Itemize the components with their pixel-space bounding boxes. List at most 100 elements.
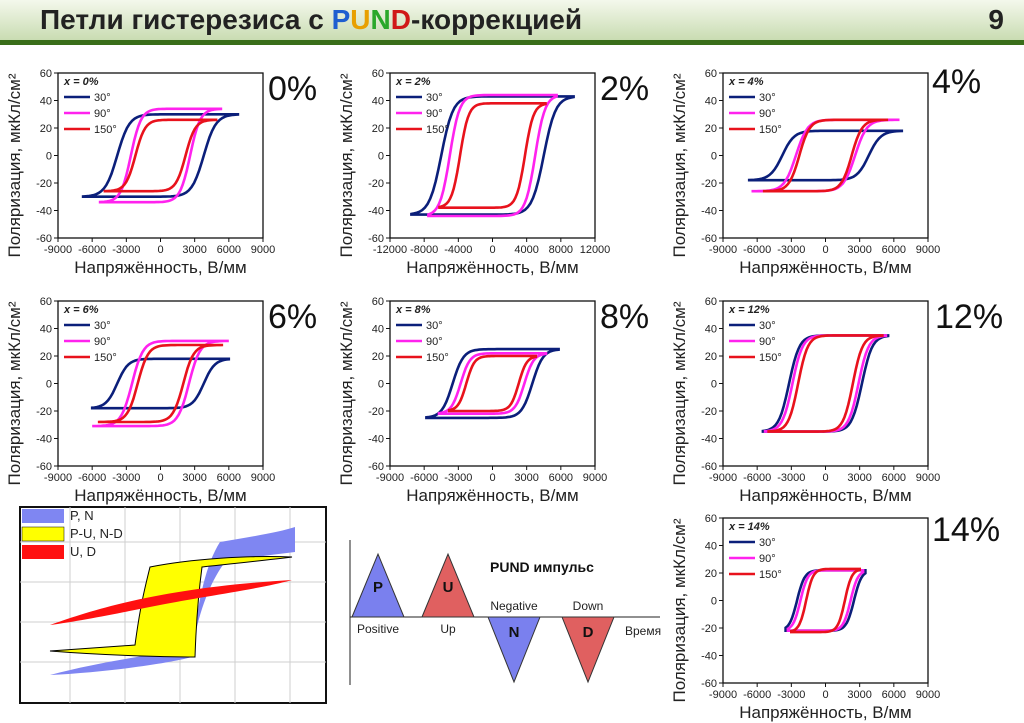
x-tick-label: -6000 (78, 472, 106, 484)
x-tick-label: 0 (489, 244, 495, 256)
legend-label-pund: P-U, N-D (70, 526, 123, 541)
pulse-p-triangle (351, 552, 405, 618)
legend-label: 30° (759, 320, 776, 332)
x-tick-label: -4000 (444, 244, 472, 256)
x-tick-label: -9000 (709, 244, 737, 256)
legend-label: 150° (759, 569, 782, 581)
y-tick-label: -60 (701, 678, 717, 690)
loop-series-150 (447, 354, 538, 413)
legend-title: x = 6% (63, 304, 99, 316)
y-tick-label: -40 (36, 434, 52, 446)
loop-series-150 (438, 102, 547, 209)
hysteresis-chart-x6: Поляризация, мкКл/см² Напряжённость, В/мм… (5, 296, 275, 505)
y-tick-label: -40 (701, 434, 717, 446)
y-axis-title: Поляризация, мкКл/см² (337, 73, 356, 257)
x-tick-label: 0 (157, 244, 163, 256)
legend-label: 30° (94, 92, 111, 104)
x-tick-label: 6000 (217, 244, 241, 256)
y-tick-label: 60 (705, 296, 717, 308)
x-axis-title: Напряжённость, В/мм (739, 703, 912, 722)
x-tick-label: 0 (157, 472, 163, 484)
legend-label: 90° (759, 336, 776, 348)
hysteresis-chart-x14: Поляризация, мкКл/см² Напряжённость, В/мм… (670, 513, 940, 722)
x-tick-label: -6000 (410, 472, 438, 484)
y-tick-label: -40 (701, 651, 717, 663)
x-tick-label: 3000 (847, 689, 871, 701)
slide-number: 9 (988, 4, 1004, 35)
percent-label-12: 12% (935, 298, 1004, 336)
loop-series-30 (425, 347, 560, 420)
y-tick-label: -20 (36, 406, 52, 418)
pn-loop (50, 527, 295, 675)
legend-swatch-pund (21, 526, 65, 542)
y-tick-label: 60 (372, 68, 384, 80)
legend-title: x = 12% (728, 304, 770, 316)
y-tick-label: 0 (46, 151, 52, 163)
pund-pulse-diagram: P U N D Positive Up Negative Down Время … (349, 540, 661, 685)
legend-label: 90° (94, 336, 111, 348)
loop-series-30 (747, 129, 904, 182)
y-tick-label: -20 (701, 406, 717, 418)
legend-title: x = 14% (728, 521, 770, 533)
y-tick-label: -60 (701, 233, 717, 245)
hysteresis-chart-x12: Поляризация, мкКл/см² Напряжённость, В/мм… (670, 296, 940, 505)
percent-label-8: 8% (600, 298, 650, 336)
x-tick-label: -3000 (777, 244, 805, 256)
y-axis-title: Поляризация, мкКл/см² (670, 518, 689, 702)
legend-swatch-pn (22, 509, 64, 523)
x-tick-label: -12000 (373, 244, 407, 256)
y-tick-label: -40 (368, 434, 384, 446)
y-axis-title: Поляризация, мкКл/см² (337, 301, 356, 485)
y-tick-label: 20 (705, 568, 717, 580)
y-tick-label: 0 (378, 379, 384, 391)
title-letter-d: D (390, 4, 411, 35)
y-tick-label: -20 (701, 623, 717, 635)
loop-series-90 (786, 569, 865, 632)
x-tick-label: 0 (822, 689, 828, 701)
x-tick-label: 6000 (217, 472, 241, 484)
x-tick-label: 12000 (580, 244, 611, 256)
loop-series-150 (790, 567, 861, 634)
legend-label: 90° (759, 553, 776, 565)
legend-label: 90° (94, 108, 111, 120)
plot-frame (722, 517, 929, 684)
loop-series-150 (103, 118, 218, 193)
title-underline (0, 40, 1024, 45)
y-tick-label: 40 (40, 324, 52, 336)
loop-series-150 (767, 334, 884, 433)
legend-label: 90° (426, 336, 443, 348)
title-prefix: Петли гистерезиса с (40, 4, 332, 35)
loop-series-30 (90, 357, 231, 410)
y-tick-label: -20 (368, 406, 384, 418)
pulse-time-label: Время (625, 624, 661, 638)
legend-label: 150° (759, 124, 782, 136)
pulse-u-triangle (421, 552, 475, 618)
loop-series-90 (427, 93, 558, 218)
x-tick-label: 3000 (182, 244, 206, 256)
hysteresis-chart-x4: Поляризация, мкКл/см² Напряжённость, В/мм… (670, 68, 940, 277)
y-tick-label: 20 (372, 123, 384, 135)
loop-series-90 (98, 107, 223, 204)
y-tick-label: 0 (711, 596, 717, 608)
percent-label-14: 14% (932, 511, 1001, 549)
y-tick-label: -40 (701, 206, 717, 218)
loop-series-30 (81, 113, 240, 198)
title-bar (0, 0, 1024, 40)
percent-label-6: 6% (268, 298, 318, 336)
y-tick-label: -60 (36, 461, 52, 473)
pulse-d-triangle (561, 616, 615, 684)
y-tick-label: 20 (40, 351, 52, 363)
y-tick-label: 20 (705, 351, 717, 363)
x-tick-label: -9000 (44, 472, 72, 484)
x-tick-label: -3000 (777, 472, 805, 484)
percent-label-4: 4% (932, 63, 982, 101)
legend-label: 30° (759, 92, 776, 104)
title-letter-n: N (370, 4, 391, 35)
loop-series-90 (92, 339, 229, 428)
y-tick-label: -40 (368, 206, 384, 218)
y-tick-label: 0 (378, 151, 384, 163)
y-tick-label: -60 (701, 461, 717, 473)
x-tick-label: 6000 (549, 472, 573, 484)
y-tick-label: 60 (40, 68, 52, 80)
percent-label-0: 0% (268, 70, 318, 108)
